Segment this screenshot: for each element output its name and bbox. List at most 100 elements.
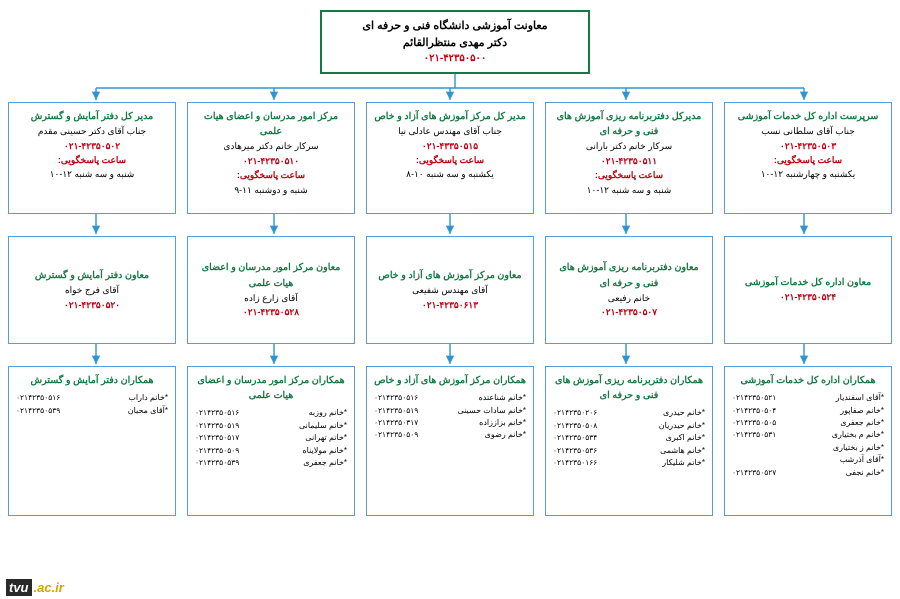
deputy-title: معاون دفتر آمایش و گسترش [14,268,170,283]
director-person: جناب آقای مهندس عادلی نیا [372,124,528,138]
watermark-b: .ac.ir [32,579,66,596]
staff-row: *خانم نجفی۰۲۱۴۲۳۵۰۵۲۷ [732,467,884,479]
director-person: جناب آقای دکتر حسینی مقدم [14,124,170,138]
staff-phone: ۰۲۱۴۲۳۵۰۵۰۹ [374,429,418,441]
deputy-title: معاون دفتربرنامه ریزی آموزش های فنی و حر… [551,260,707,290]
staff-phone: ۰۲۱۴۲۳۵۰۵۳۴ [553,432,597,444]
staff-row: *خانم داراب ۰۲۱۴۲۳۵۰۵۱۶ [16,392,168,404]
staff-phone: ۰۲۱۴۲۳۵۰۵۱۶ [16,392,60,404]
staff-row: *خانم اکبری ۰۲۱۴۲۳۵۰۵۳۴ [553,432,705,444]
org-column: مرکز امور مدرسان و اعضای هیات علمیسرکار … [187,102,355,516]
hours-label: ساعت پاسخگویی: [14,153,170,167]
root-subtitle: دکتر مهدی منتظرالقائم [326,35,584,52]
staff-phone: ۰۲۱۴۲۳۵۰۵۱۹ [374,405,418,417]
staff-box: همکاران مرکز امور مدرسان و اعضای هیات عل… [187,366,355,516]
director-person: سرکار خانم دکتر میرهادی [193,139,349,153]
staff-list: *خانم حیدری۰۲۱۴۲۳۵۰۲۰۶*خانم حیدریان ۰۲۱۴۲… [551,407,707,469]
staff-phone: ۰۲۱۴۲۳۵۰۵۱۷ [195,432,239,444]
staff-name: *آقای محبان [128,405,168,417]
staff-name: *خانم شناعتده [479,392,526,404]
staff-phone: ۰۲۱۴۲۳۵۰۵۳۹ [195,457,239,469]
staff-row: *خانم تهرانی۰۲۱۴۲۳۵۰۵۱۷ [195,432,347,444]
deputy-person: آقای فرج خواه [14,283,170,297]
root-node: معاونت آموزشی دانشگاه فنی و حرفه ای دکتر… [320,10,590,74]
director-title: مدیرکل دفتربرنامه ریزی آموزش های فنی و ح… [551,109,707,139]
hours-label: ساعت پاسخگویی: [730,153,886,167]
staff-list: *خانم روزبه ۰۲۱۴۲۳۵۰۵۱۶*خانم سلیمانی۰۲۱۴۲… [193,407,349,469]
director-person: جناب آقای سلطانی نسب [730,124,886,138]
staff-phone: ۰۲۱۴۲۳۵۰۵۲۱ [732,392,776,404]
staff-name: *خانم بزاززاده [479,417,526,429]
staff-name: *آقای آذرشب [840,454,884,466]
staff-phone: ۰۲۱۴۲۳۵۰۵۳۱ [732,429,776,441]
org-column: مدیر کل مرکز آموزش های آزاد و خاصجناب آق… [366,102,534,516]
staff-list: *آقای اسفندیار۰۲۱۴۲۳۵۰۵۲۱*خانم صفاپور۰۲۱… [730,392,886,479]
org-column: مدیرکل دفتربرنامه ریزی آموزش های فنی و ح… [545,102,713,516]
staff-row: *خانم رضوی ۰۲۱۴۲۳۵۰۵۰۹ [374,429,526,441]
staff-title: همکاران دفتر آمایش و گسترش [14,373,170,388]
staff-name: *خانم مولایناه [302,445,347,457]
director-box: سرپرست اداره کل خدمات آموزشیجناب آقای سل… [724,102,892,214]
staff-row: *خانم حیدری۰۲۱۴۲۳۵۰۲۰۶ [553,407,705,419]
director-hours: یکشنبه و چهارشنبه ۱۲-۱۰ [730,167,886,181]
staff-row: *خانم جعفری۰۲۱۴۲۳۵۰۵۰۵ [732,417,884,429]
deputy-title: معاون مرکز امور مدرسان و اعضای هیات علمی [193,260,349,290]
staff-row: *آقای محبان ۰۲۱۴۲۳۵۰۵۳۹ [16,405,168,417]
deputy-title: معاون مرکز آموزش های آزاد و خاص [372,268,528,283]
director-box: مدیر کل مرکز آموزش های آزاد و خاصجناب آق… [366,102,534,214]
staff-name: *خانم داراب [128,392,168,404]
staff-box: همکاران دفتربرنامه ریزی آموزش های فنی و … [545,366,713,516]
watermark-a: tvu [6,579,32,596]
director-person: سرکار خانم دکتر بارانی [551,139,707,153]
staff-name: *خانم رضوی [485,429,526,441]
staff-row: *خانم شلیکار ۰۲۱۴۲۳۵۰۱۶۶ [553,457,705,469]
staff-row: *خانم هاشمی ۰۲۱۴۲۳۵۰۵۳۶ [553,445,705,457]
hours-label: ساعت پاسخگویی: [551,168,707,182]
staff-name: *خانم شلیکار [662,457,705,469]
deputy-phone: ۰۲۱-۴۲۳۵۰۵۲۴ [730,290,886,304]
staff-name: *خانم اکبری [666,432,705,444]
staff-phone: ۰۲۱۴۲۳۵۰۲۰۶ [553,407,597,419]
deputy-person: آقای زارع زاده [193,291,349,305]
staff-row: *خانم سادات حسینی ۰۲۱۴۲۳۵۰۵۱۹ [374,405,526,417]
staff-title: همکاران مرکز آموزش های آزاد و خاص [372,373,528,388]
staff-row: *خانم سلیمانی۰۲۱۴۲۳۵۰۵۱۹ [195,420,347,432]
deputy-phone: ۰۲۱-۴۲۳۵۰۵۰۷ [551,305,707,319]
staff-box: همکاران مرکز آموزش های آزاد و خاص *خانم ش… [366,366,534,516]
deputy-phone: ۰۲۱-۴۲۳۵۰۶۱۳ [372,298,528,312]
director-title: سرپرست اداره کل خدمات آموزشی [730,109,886,124]
director-hours: شنبه و دوشنبه ۱۱-۹ [193,183,349,197]
staff-name: *خانم حیدریان [659,420,705,432]
deputy-box: معاون مرکز آموزش های آزاد و خاصآقای مهند… [366,236,534,344]
staff-row: *خانم جعفری ۰۲۱۴۲۳۵۰۵۳۹ [195,457,347,469]
director-box: مدیر کل دفتر آمایش و گسترشجناب آقای دکتر… [8,102,176,214]
deputy-phone: ۰۲۱-۴۲۳۵۰۵۲۰ [14,298,170,312]
staff-phone: ۰۲۱۴۲۳۵۰۵۳۹ [16,405,60,417]
staff-phone: ۰۲۱۴۲۳۵۰۵۱۶ [195,407,239,419]
staff-list: *خانم داراب ۰۲۱۴۲۳۵۰۵۱۶ *آقای محبان ۰۲۱۴۲۳۵… [14,392,170,417]
staff-phone: ۰۲۱۴۲۳۵۰۵۰۹ [195,445,239,457]
staff-name: *خانم هاشمی [660,445,705,457]
staff-title: همکاران اداره کل خدمات آموزشی [730,373,886,388]
director-box: مدیرکل دفتربرنامه ریزی آموزش های فنی و ح… [545,102,713,214]
staff-name: *خانم م بختیاری [832,429,884,441]
hours-label: ساعت پاسخگویی: [193,168,349,182]
staff-name: *خانم نجفی [846,467,884,479]
staff-name: *خانم روزبه [309,407,347,419]
director-title: مدیر کل مرکز آموزش های آزاد و خاص [372,109,528,124]
deputy-person: خانم رفیعی [551,291,707,305]
staff-name: *خانم جعفری [840,417,884,429]
org-columns: مدیر کل دفتر آمایش و گسترشجناب آقای دکتر… [0,102,900,516]
watermark: tvu.ac.ir [6,580,66,595]
staff-box: همکاران دفتر آمایش و گسترش *خانم داراب ۰۲۱… [8,366,176,516]
staff-name: *خانم سادات حسینی [457,405,526,417]
director-hours: شنبه و سه شنبه ۱۲-۱۰ [551,183,707,197]
deputy-phone: ۰۲۱-۴۲۳۵۰۵۲۸ [193,305,349,319]
staff-phone: ۰۲۱۴۲۳۵۰۵۱۶ [374,392,418,404]
staff-name: *خانم ز بختیاری [833,442,884,454]
staff-name: *خانم جعفری [303,457,347,469]
staff-phone: ۰۲۱۴۲۳۵۰۵۳۶ [553,445,597,457]
staff-phone: ۰۲۱۴۲۳۵۰۵۰۴ [732,405,776,417]
deputy-box: معاون اداره کل خدمات آموزشی۰۲۱-۴۲۳۵۰۵۲۴ [724,236,892,344]
staff-phone: ۰۲۱۴۲۳۵۰۱۶۶ [553,457,597,469]
